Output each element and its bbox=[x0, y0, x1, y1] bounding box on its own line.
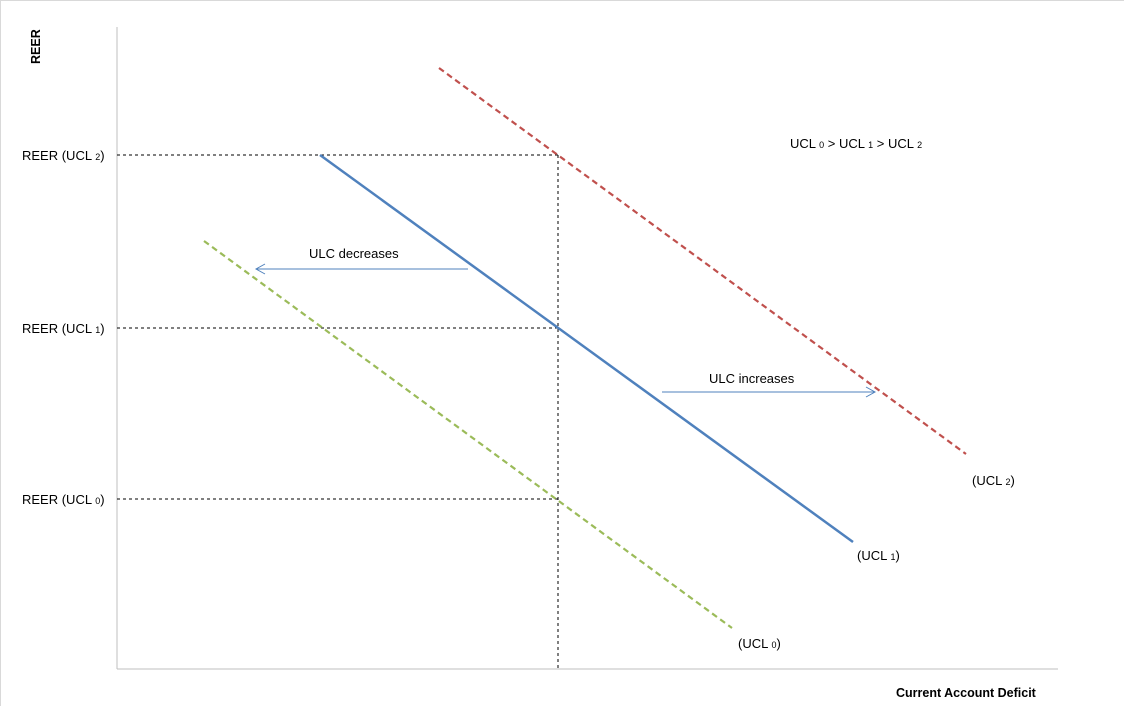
curve-ucl-0 bbox=[203, 240, 733, 629]
y-tick-reer-ucl-1: REER (UCL 1) bbox=[22, 321, 105, 336]
y-tick-reer-ucl-0: REER (UCL 0) bbox=[22, 492, 105, 507]
label-ulc-increases: ULC increases bbox=[709, 371, 795, 386]
curve-label-ucl-2: (UCL 2) bbox=[972, 473, 1015, 488]
ucl-inequality: UCL 0 > UCL 1 > UCL 2 bbox=[790, 136, 922, 151]
arrow-ulc-decreases bbox=[254, 263, 468, 275]
label-ulc-decreases: ULC decreases bbox=[309, 246, 399, 261]
arrow-ulc-increases bbox=[662, 386, 877, 398]
curve-ucl-2 bbox=[438, 67, 967, 455]
y-tick-reer-ucl-2: REER (UCL 2) bbox=[22, 148, 105, 163]
y-axis-label: REER bbox=[29, 29, 43, 64]
curve-label-ucl-1: (UCL 1) bbox=[857, 548, 900, 563]
x-axis-label: Current Account Deficit bbox=[896, 686, 1037, 700]
curve-label-ucl-0: (UCL 0) bbox=[738, 636, 781, 651]
curve-ucl-1 bbox=[319, 153, 854, 544]
